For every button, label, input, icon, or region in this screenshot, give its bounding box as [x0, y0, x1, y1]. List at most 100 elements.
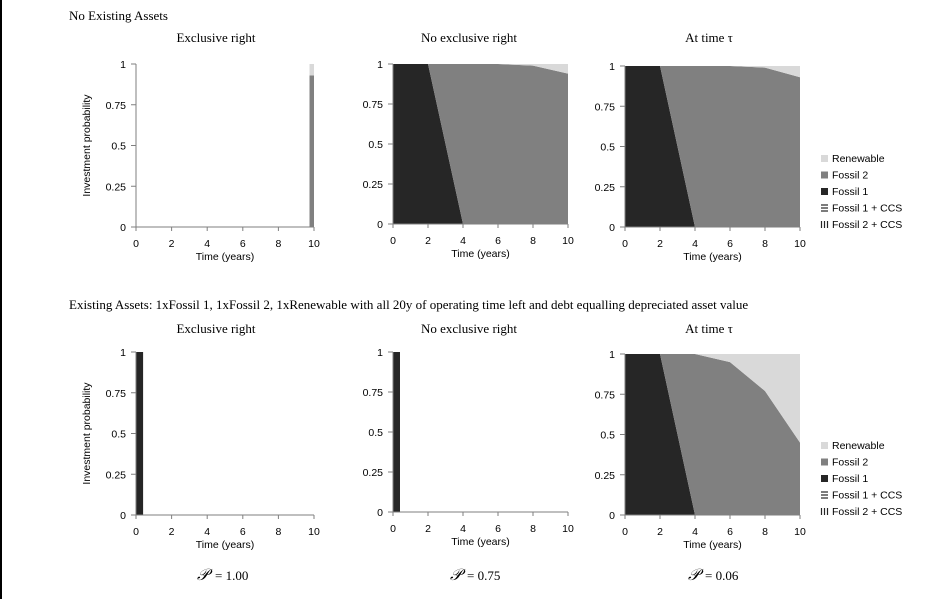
p-symbol: 𝒫 [688, 567, 704, 584]
legend-label: Fossil 1 + CCS [832, 203, 902, 215]
p-value-2: 𝒫 = 0.75 [450, 567, 500, 584]
legend-label: Fossil 2 [832, 170, 868, 182]
chart-title: No exclusive right [421, 321, 517, 336]
x-tick-label: 10 [562, 235, 574, 247]
y-tick-label: 0.5 [600, 430, 615, 442]
chart-title: Exclusive right [176, 321, 255, 336]
area-fossil-2 [393, 64, 568, 224]
x-tick-label: 6 [727, 238, 733, 250]
legend-top: Renewable Fossil 2 Fossil 1 Fossil 1 + CCS F… [820, 153, 902, 231]
x-tick-label: 8 [762, 238, 768, 250]
x-tick-label: 2 [425, 235, 431, 247]
p-value-3: 𝒫 = 0.06 [688, 567, 739, 584]
y-tick-label: 1 [377, 347, 383, 359]
p-value-1: 𝒫 = 1.00 [197, 567, 248, 584]
x-tick-label: 10 [794, 526, 806, 538]
legend-swatch [821, 171, 828, 179]
p-symbol: 𝒫 [197, 567, 213, 584]
chart-title: Exclusive right [176, 30, 255, 45]
x-axis-label: Time (years) [683, 251, 742, 263]
y-tick-label: 0 [120, 510, 126, 522]
swatch-fill [821, 475, 828, 482]
x-tick-label: 0 [622, 526, 628, 538]
x-tick-label: 4 [204, 238, 210, 250]
x-tick-label: 2 [657, 238, 663, 250]
chart-title: At time τ [685, 30, 733, 45]
x-tick-label: 4 [692, 526, 698, 538]
x-axis-label: Time (years) [451, 536, 510, 548]
y-tick-label: 0.5 [368, 427, 383, 439]
y-tick-label: 0.75 [595, 101, 616, 113]
x-axis-label: Time (years) [196, 251, 255, 263]
y-tick-label: 1 [120, 59, 126, 71]
legend-swatch [821, 442, 828, 449]
x-tick-label: 10 [562, 523, 574, 535]
x-tick-label: 0 [390, 235, 396, 247]
y-tick-label: 0.25 [106, 469, 127, 481]
y-tick-label: 0.5 [368, 139, 383, 151]
y-tick-label: 0 [609, 222, 615, 234]
y-tick-label: 0.75 [595, 389, 616, 401]
legend-label: Fossil 1 [832, 186, 868, 198]
chart-title: At time τ [685, 321, 733, 336]
x-tick-label: 4 [204, 526, 210, 538]
legend-bottom: Renewable Fossil 2 Fossil 1 Fossil 1 + CCS F… [820, 440, 902, 518]
p-value-text: = 0.06 [705, 568, 739, 583]
x-tick-label: 0 [133, 526, 139, 538]
x-tick-label: 8 [530, 523, 536, 535]
area-renewable [625, 66, 800, 78]
y-tick-label: 1 [609, 349, 615, 361]
legend-label: Fossil 1 + CCS [832, 490, 902, 502]
y-tick-label: 0.75 [106, 100, 127, 112]
y-tick-label: 0.25 [363, 467, 384, 479]
y-tick-label: 1 [120, 347, 126, 359]
y-tick-label: 0.25 [363, 179, 384, 191]
x-tick-label: 4 [460, 523, 466, 535]
x-tick-label: 10 [308, 238, 320, 250]
swatch-fill [821, 155, 828, 162]
x-tick-label: 2 [169, 238, 175, 250]
x-tick-label: 10 [794, 238, 806, 250]
legend-swatch [820, 221, 829, 228]
y-tick-label: 0.75 [363, 99, 384, 111]
legend-label: Renewable [832, 153, 885, 165]
y-tick-label: 0.25 [595, 182, 616, 194]
p-value-text: = 1.00 [215, 568, 248, 583]
swatch-fill [821, 188, 828, 195]
x-tick-label: 0 [133, 238, 139, 250]
y-tick-label: 0 [377, 219, 383, 231]
y-tick-label: 1 [609, 61, 615, 73]
legend-label: Fossil 2 + CCS [832, 219, 902, 231]
y-tick-label: 0 [377, 507, 383, 519]
x-tick-label: 10 [308, 526, 320, 538]
y-tick-label: 0.25 [106, 181, 127, 193]
x-tick-label: 6 [495, 523, 501, 535]
legend-label: Renewable [832, 440, 885, 452]
legend-swatch [821, 458, 828, 466]
x-tick-label: 8 [275, 526, 281, 538]
p-value-text: = 0.75 [467, 568, 500, 583]
x-tick-label: 2 [169, 526, 175, 538]
x-tick-label: 8 [530, 235, 536, 247]
legend-swatch [821, 155, 828, 162]
x-tick-label: 4 [692, 238, 698, 250]
legend-label: Fossil 2 [832, 457, 868, 469]
y-axis-label: Investment probability [81, 94, 93, 197]
swatch-fill [821, 171, 828, 179]
legend-label: Fossil 2 + CCS [832, 506, 902, 518]
y-tick-label: 0.75 [106, 388, 127, 400]
p-symbol: 𝒫 [450, 567, 466, 584]
y-tick-label: 0.5 [111, 429, 126, 441]
x-tick-label: 2 [425, 523, 431, 535]
x-tick-label: 2 [657, 526, 663, 538]
area-renewable [625, 354, 800, 443]
bar-fossil-2 [309, 75, 314, 228]
x-tick-label: 6 [495, 235, 501, 247]
legend-swatch [821, 475, 828, 482]
